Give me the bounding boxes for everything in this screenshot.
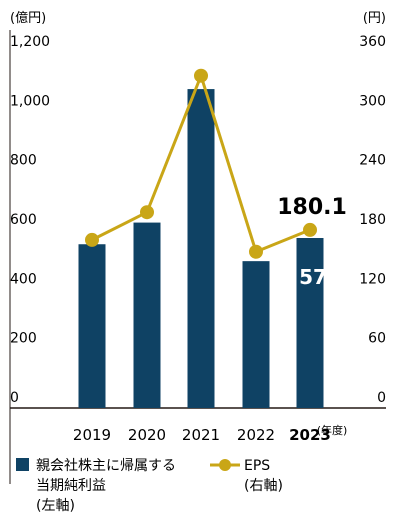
profit-2023-label: 573 xyxy=(299,265,341,289)
left-tick-label: 1,200 xyxy=(10,34,50,50)
left-axis-unit: (億円) xyxy=(10,10,46,26)
eps-2023-label: 180.1 xyxy=(277,195,347,220)
eps-point xyxy=(249,244,263,259)
eps-line-layer xyxy=(85,68,317,259)
left-tick-label: 600 xyxy=(10,212,37,228)
legend-bar-swatch xyxy=(16,458,29,471)
legend-bar-line3: (左軸) xyxy=(36,498,75,514)
right-tick-label: 120 xyxy=(359,271,386,287)
right-tick-label: 240 xyxy=(359,153,386,169)
right-tick-label: 60 xyxy=(368,331,386,347)
legend: 親会社株主に帰属する 当期純利益 (左軸) EPS (右軸) xyxy=(16,457,283,514)
right-tick-label: 360 xyxy=(359,34,386,50)
right-axis-ticks: 0 60 120 180 240 300 360 xyxy=(359,34,386,406)
profit-bar xyxy=(242,261,270,408)
left-axis-ticks: 0 200 400 600 800 1,000 1,200 xyxy=(10,34,50,406)
x-tick-label: 2021 xyxy=(182,426,220,444)
left-tick-label: 400 xyxy=(10,271,37,287)
profit-bar xyxy=(133,222,161,408)
right-axis-unit: (円) xyxy=(363,11,386,26)
legend-line-marker xyxy=(219,459,231,471)
profit-bar xyxy=(296,238,324,408)
eps-point xyxy=(140,205,154,220)
x-tick-label: 2023 xyxy=(289,426,331,444)
legend-bar-line2: 当期純利益 xyxy=(36,478,106,494)
x-tick-label: 2019 xyxy=(73,426,111,444)
profit-bar xyxy=(78,244,106,408)
legend-line-line1: EPS xyxy=(244,458,270,474)
right-tick-label: 300 xyxy=(359,93,386,109)
x-axis-ticks: 2019 2020 2021 2022 2023 xyxy=(73,426,331,444)
legend-bar-line1: 親会社株主に帰属する xyxy=(36,457,176,474)
profit-bars xyxy=(78,89,324,408)
profit-bar xyxy=(187,89,215,408)
x-tick-label: 2020 xyxy=(128,426,166,444)
left-tick-label: 1,000 xyxy=(10,93,50,109)
right-tick-label: 0 xyxy=(377,390,386,406)
right-tick-label: 180 xyxy=(359,212,386,228)
x-axis-note: (年度) xyxy=(317,423,348,437)
eps-point xyxy=(85,232,99,247)
eps-point xyxy=(303,222,317,237)
eps-point xyxy=(194,68,208,83)
x-tick-label: 2022 xyxy=(237,426,275,444)
left-tick-label: 0 xyxy=(10,390,19,406)
legend-line-line2: (右軸) xyxy=(244,478,283,494)
left-tick-label: 800 xyxy=(10,153,37,169)
left-tick-label: 200 xyxy=(10,331,37,347)
